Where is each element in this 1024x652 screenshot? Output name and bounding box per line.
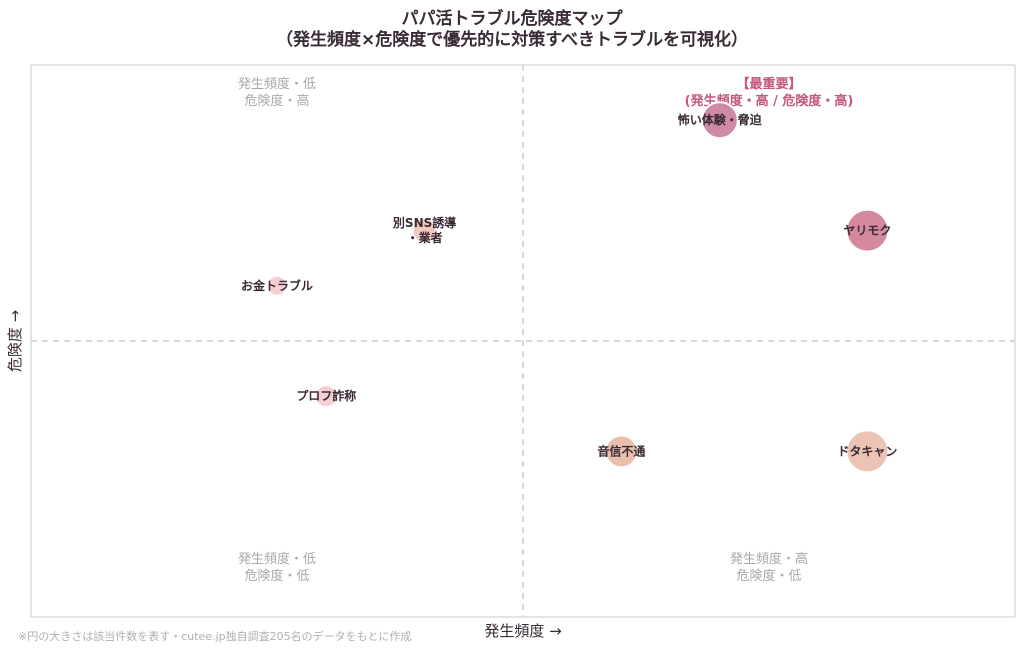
data-point-0 [700,101,739,140]
chart-title-line2: （発生頻度×危険度で優先的に対策すべきトラブルを可視化） [276,29,748,50]
data-point-label-3-0: お金トラブル [241,278,313,293]
data-point-label-5-0: 音信不通 [597,443,645,458]
data-point-label-0-0: 怖い体験・脅迫 [678,112,763,127]
quadrant-bottom-left-line1: 発生頻度・低 [238,551,316,567]
quadrant-bottom-right-line2: 危険度・低 [736,568,801,584]
data-point-label-4-0: プロフ詐称 [296,388,356,403]
quadrant-bottom-left-line2: 危険度・低 [244,568,309,584]
data-point-4 [314,384,339,409]
data-point-2 [411,217,438,244]
quadrant-top-left-line2: 危険度・高 [244,93,309,109]
data-point-5 [604,434,639,469]
data-point-label-1-0: ヤリモク [843,224,891,238]
data-point-1 [845,208,890,253]
quadrant-bottom-right-line1: 発生頻度・高 [730,551,808,567]
footnote: ※円の大きさは該当件数を表す・cutee.jp独自調査205名のデータをもとに作… [18,629,411,643]
quadrant-top-left-line1: 発生頻度・低 [238,76,316,92]
data-point-label-2-1: ・業者 [407,230,443,245]
x-axis-label: 発生頻度 → [484,622,561,640]
quadrant-top-right-line1: 【最重要】 [736,76,801,92]
chart-title-line1: パパ活トラブル危険度マップ [402,8,624,29]
y-axis-label: 危険度 → [6,310,24,372]
data-point-label-2-0: 別SNS誘導 [392,215,456,230]
data-point-3 [266,274,288,297]
data-point-label-6-0: ドタキャン [837,444,897,458]
data-point-6 [845,429,890,474]
